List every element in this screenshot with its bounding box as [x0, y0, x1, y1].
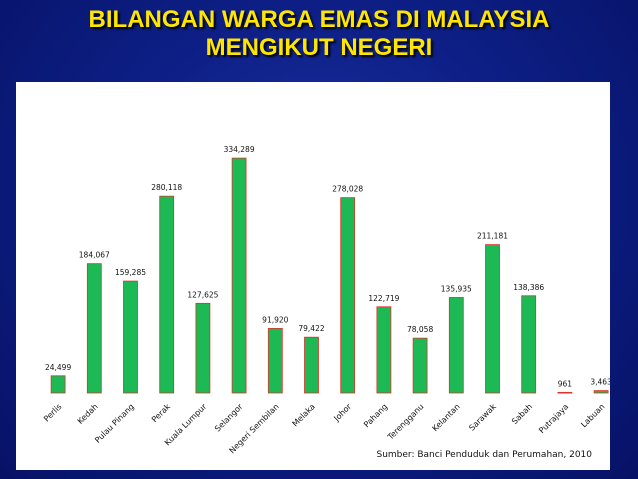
category-label: Sabah	[510, 402, 534, 426]
source-note: Sumber: Banci Penduduk dan Perumahan, 20…	[376, 450, 593, 460]
category-label: Pahang	[362, 402, 389, 429]
bar-labuan	[593, 390, 609, 394]
value-label: 159,285	[115, 268, 146, 277]
value-label: 79,422	[298, 324, 324, 333]
bar-series	[50, 157, 609, 394]
title-line-1: BILANGAN WARGA EMAS DI MALAYSIA	[88, 6, 550, 33]
category-label: Kedah	[76, 402, 100, 426]
category-label: Johor	[332, 402, 354, 424]
category-label: Terengganu	[385, 402, 425, 442]
value-label: 184,067	[79, 251, 110, 260]
data-labels: 24,499 184,067 159,285 280,118 127,625 334,28…	[45, 145, 610, 388]
bar-johor	[340, 197, 356, 394]
bar-terengganu	[412, 337, 428, 394]
value-label: 127,625	[187, 290, 218, 299]
category-label: Putrajaya	[537, 402, 570, 435]
category-label: Sarawak	[467, 402, 498, 433]
chart-panel: 24,499 184,067 159,285 280,118 127,625 334,28…	[16, 82, 610, 470]
bar-perak	[159, 195, 175, 394]
value-label: 334,289	[224, 145, 255, 154]
category-label: Melaka	[291, 402, 317, 428]
bar-pulau-pinang	[123, 280, 138, 394]
category-label: Perak	[150, 402, 172, 424]
value-label: 961	[558, 379, 573, 388]
value-label: 122,719	[368, 294, 399, 303]
category-label: Perlis	[42, 402, 63, 423]
value-label: 24,499	[45, 363, 71, 372]
category-label: Selangor	[213, 402, 245, 434]
value-label: 3,463	[590, 378, 610, 387]
bar-kedah	[86, 263, 102, 394]
bar-pahang	[376, 306, 392, 394]
category-label: Labuan	[579, 402, 606, 429]
value-label: 280,118	[151, 183, 182, 192]
value-label: 91,920	[262, 315, 288, 324]
bar-melaka	[304, 336, 319, 394]
slide-title: BILANGAN WARGA EMAS DI MALAYSIA MENGIKUT…	[0, 6, 638, 62]
value-label: 278,028	[332, 185, 363, 194]
category-label: Kelantan	[431, 402, 462, 433]
bar-sarawak	[485, 244, 500, 394]
bar-kelantan	[448, 297, 464, 394]
bar-perlis	[50, 375, 66, 394]
bar-sabah	[521, 295, 537, 394]
bar-chart: 24,499 184,067 159,285 280,118 127,625 334,28…	[42, 145, 610, 456]
value-label: 138,386	[513, 283, 544, 292]
value-label: 211,181	[477, 232, 508, 241]
bar-putrajaya	[557, 391, 573, 394]
bar-negeri-sembilan	[267, 328, 283, 394]
title-line-2: MENGIKUT NEGERI	[205, 34, 433, 61]
bar-selangor	[231, 157, 247, 394]
bar-kuala-lumpur	[195, 302, 211, 394]
value-label: 78,058	[407, 325, 433, 334]
value-label: 135,935	[441, 284, 472, 293]
